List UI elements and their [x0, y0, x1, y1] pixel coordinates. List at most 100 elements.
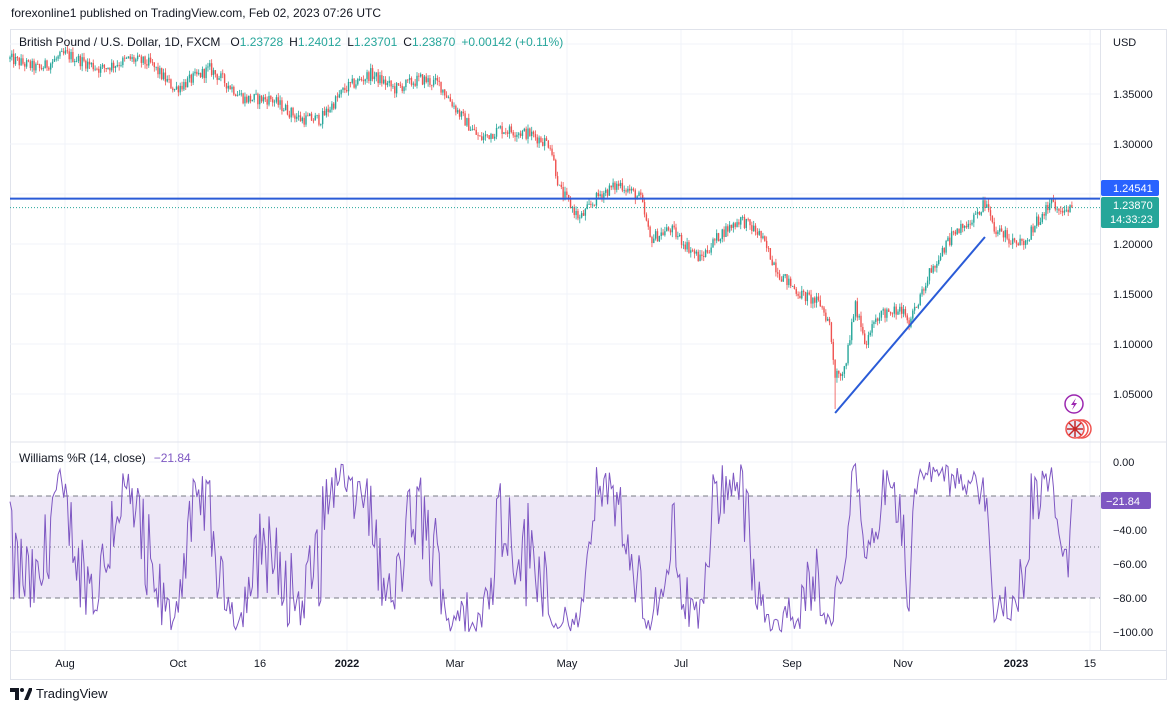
- candles: [9, 45, 1073, 409]
- tradingview-logo[interactable]: TradingView: [10, 686, 108, 701]
- candle-body: [1041, 213, 1043, 223]
- candle-body: [198, 72, 200, 75]
- candle-body: [603, 192, 605, 199]
- candle-body: [923, 289, 925, 291]
- candle-body: [547, 140, 550, 148]
- candle-body: [592, 204, 594, 206]
- candle-body: [320, 124, 322, 125]
- candle-body: [251, 99, 254, 102]
- candle-body: [50, 63, 52, 70]
- candle-body: [384, 79, 387, 86]
- candle-body: [286, 104, 289, 115]
- candle-body: [531, 131, 533, 137]
- candle-body: [449, 97, 451, 102]
- candle-body: [797, 293, 799, 296]
- candle-body: [416, 75, 418, 86]
- candle-body: [653, 238, 655, 243]
- candle-body: [969, 223, 971, 225]
- candle-body: [532, 131, 535, 135]
- candle-body: [312, 120, 315, 122]
- candle-body: [366, 72, 368, 80]
- candle-body: [756, 231, 759, 235]
- candle-body: [157, 66, 159, 75]
- candle-body: [708, 252, 710, 254]
- candle-body: [597, 192, 599, 196]
- wr-axis[interactable]: 0.00 −40.00 −60.00 −80.00 −100.00: [1113, 457, 1153, 639]
- candle-body: [745, 218, 747, 228]
- candle-body: [947, 237, 949, 241]
- time-tick-label: May: [557, 658, 578, 670]
- candle-body: [832, 341, 834, 360]
- candle-body: [934, 266, 936, 268]
- candle-body: [577, 211, 579, 219]
- price-axis[interactable]: 1.35000 1.30000 1.20000 1.15000 1.10000 1.050…: [1113, 89, 1153, 401]
- candle-body: [1045, 205, 1047, 216]
- time-tick-label: 16: [254, 658, 266, 670]
- countdown-label: 14:33:23: [1110, 214, 1153, 226]
- candle-body: [1032, 226, 1034, 233]
- candle-body: [486, 134, 488, 136]
- candle-body: [712, 239, 714, 248]
- candle-body: [771, 259, 773, 266]
- candle-body: [1015, 240, 1018, 244]
- candle-body: [457, 110, 459, 113]
- candle-body: [497, 127, 500, 129]
- candle-body: [388, 80, 390, 83]
- candle-body: [61, 51, 63, 53]
- candle-body: [858, 315, 860, 318]
- candle-body: [403, 87, 405, 92]
- uk-flag-icon[interactable]: [1065, 419, 1092, 439]
- candle-body: [33, 60, 35, 71]
- candle-body: [671, 225, 673, 233]
- time-axis[interactable]: Aug Oct 16 2022 Mar May Jul Sep Nov 2023 15: [55, 658, 1096, 670]
- candle-body: [725, 226, 727, 238]
- candle-body: [965, 225, 968, 228]
- candle-body: [521, 130, 524, 136]
- candle-body: [1060, 210, 1062, 212]
- candle-body: [908, 320, 910, 327]
- flash-icon[interactable]: [1064, 394, 1084, 414]
- symbol-label: British Pound / U.S. Dollar, 1D, FXCM: [19, 35, 220, 49]
- resistance-price-tag: [1101, 180, 1159, 196]
- candle-body: [188, 74, 191, 79]
- currency-label: USD: [1113, 37, 1136, 49]
- candle-body: [821, 306, 823, 308]
- trend-line[interactable]: [834, 236, 986, 414]
- candle-body: [455, 105, 457, 113]
- candle-body: [377, 72, 379, 84]
- candle-body: [59, 51, 61, 57]
- candle-body: [46, 60, 48, 68]
- candle-body: [9, 57, 11, 59]
- candle-body: [222, 73, 224, 75]
- candle-body: [290, 107, 292, 118]
- candle-body: [316, 114, 318, 116]
- candle-body: [364, 79, 366, 82]
- candle-body: [691, 250, 694, 252]
- candle-body: [751, 225, 753, 231]
- candle-body: [1058, 208, 1060, 211]
- candle-body: [749, 219, 751, 226]
- candle-body: [568, 195, 570, 200]
- candle-body: [329, 109, 331, 113]
- candle-body: [344, 87, 346, 91]
- candle-body: [612, 182, 614, 188]
- candle-body: [399, 84, 402, 86]
- candle-body: [838, 370, 840, 374]
- candle-body: [440, 81, 442, 93]
- candle-body: [919, 294, 921, 306]
- candle-body: [281, 100, 283, 112]
- candle-body: [210, 63, 213, 75]
- candle-body: [747, 218, 749, 220]
- wr-tick-label: −40.00: [1113, 525, 1147, 537]
- candle-body: [869, 332, 871, 336]
- candle-body: [516, 134, 518, 137]
- candle-body: [654, 231, 657, 239]
- candle-body: [142, 56, 144, 63]
- candle-body: [48, 67, 50, 70]
- candle-body: [986, 204, 988, 208]
- candle-body: [913, 306, 916, 311]
- candle-body: [638, 192, 640, 197]
- candle-body: [88, 61, 91, 65]
- candle-body: [886, 309, 888, 318]
